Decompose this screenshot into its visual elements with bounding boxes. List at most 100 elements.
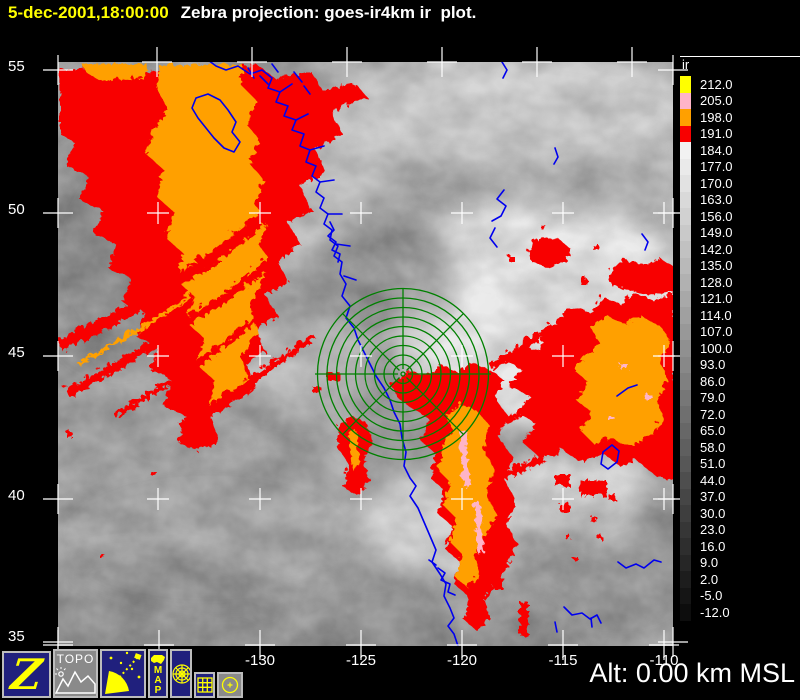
colorbar-row: 163.0 [680, 191, 800, 208]
colorbar-swatch [680, 125, 691, 142]
satellite-button[interactable] [100, 649, 146, 698]
colorbar-row: 58.0 [680, 439, 800, 456]
us-map-icon [151, 655, 165, 664]
colorbar-level-label: 72.0 [700, 406, 726, 422]
map-canvas[interactable] [43, 47, 688, 660]
colorbar-row: 72.0 [680, 406, 800, 423]
colorbar-level-label: 170.0 [700, 175, 733, 191]
colorbar-level-label: 30.0 [700, 505, 726, 521]
colorbar-swatch [680, 290, 691, 307]
radar-rings-icon [172, 664, 190, 684]
zebra-logo-icon: Z [8, 651, 45, 698]
coastline-overlay [191, 62, 662, 646]
colorbar-level-label: 65.0 [700, 423, 726, 439]
colorbar-divider [680, 56, 800, 57]
colorbar-swatch [680, 538, 691, 555]
colorbar-row: 121.0 [680, 290, 800, 307]
colorbar-level-label: 44.0 [700, 472, 726, 488]
colorbar-scale: 212.0 205.0 198.0 191.0 184.0 177.0 170.0 163.0… [680, 76, 800, 621]
colorbar-row: 93.0 [680, 356, 800, 373]
colorbar-swatch [680, 422, 691, 439]
lon-tick-label: -130 [244, 652, 276, 669]
colorbar-row: 100.0 [680, 340, 800, 357]
colorbar-swatch [680, 488, 691, 505]
grid-icon [196, 677, 213, 693]
zebra-logo-button[interactable]: Z [2, 651, 51, 698]
colorbar-level-label: -5.0 [700, 588, 723, 604]
colorbar-swatch [680, 356, 691, 373]
colorbar-level-label: 205.0 [700, 93, 733, 109]
colorbar-swatch [680, 340, 691, 357]
colorbar-row: 205.0 [680, 92, 800, 109]
colorbar-row: 51.0 [680, 455, 800, 472]
range-rings [315, 287, 491, 461]
colorbar-swatch [680, 274, 691, 291]
colorbar-row: 107.0 [680, 323, 800, 340]
lon-tick-label: -125 [345, 652, 377, 669]
colorbar-level-label: 2.0 [700, 571, 719, 587]
colorbar-swatch [680, 241, 691, 258]
station-button[interactable] [217, 672, 243, 698]
mountains-icon [55, 667, 96, 694]
colorbar-row: 135.0 [680, 257, 800, 274]
lat-tick-label: 55 [8, 58, 25, 75]
colorbar-level-label: 177.0 [700, 159, 733, 175]
colorbar-row: 156.0 [680, 208, 800, 225]
colorbar-swatch [680, 521, 691, 538]
colorbar-level-label: 58.0 [700, 439, 726, 455]
range-rings-button[interactable] [170, 649, 192, 698]
colorbar-level-label: 86.0 [700, 373, 726, 389]
colorbar-level-label: 184.0 [700, 142, 733, 158]
colorbar-row: 86.0 [680, 373, 800, 390]
colorbar-row: 184.0 [680, 142, 800, 159]
colorbar-swatch [680, 406, 691, 423]
colorbar-level-label: 107.0 [700, 324, 733, 340]
colorbar-field-label: ir [682, 57, 690, 72]
colorbar-level-label: 156.0 [700, 208, 733, 224]
timestamp-label: 5-dec-2001,18:00:00 [8, 3, 169, 22]
satellite-dish-icon [105, 651, 142, 694]
colorbar-level-label: 135.0 [700, 258, 733, 274]
colorbar-level-label: 16.0 [700, 538, 726, 554]
colorbar-level-label: 128.0 [700, 274, 733, 290]
lat-tick-label: 40 [8, 487, 25, 504]
colorbar-level-label: 191.0 [700, 126, 733, 142]
colorbar-swatch [680, 323, 691, 340]
lat-tick-label: 35 [8, 628, 25, 645]
topo-button[interactable]: TOPO [53, 649, 98, 698]
colorbar-row: 170.0 [680, 175, 800, 192]
map-button-label: MAP [153, 665, 163, 696]
graticule-marks [43, 47, 688, 660]
colorbar-swatch [680, 389, 691, 406]
colorbar-row: 198.0 [680, 109, 800, 126]
colorbar-level-label: 23.0 [700, 522, 726, 538]
colorbar-swatch [680, 158, 691, 175]
grid-button[interactable] [194, 672, 215, 698]
page-title: Zebra projection: goes-ir4km ir plot. [180, 3, 477, 22]
colorbar-swatch [680, 224, 691, 241]
lat-tick-label: 50 [8, 201, 25, 218]
map-overlay-button[interactable]: MAP [148, 649, 168, 698]
colorbar-row: -12.0 [680, 604, 800, 621]
colorbar-swatch [680, 307, 691, 324]
colorbar-swatch [680, 76, 691, 93]
colorbar-level-label: 114.0 [700, 307, 732, 323]
colorbar-row: 65.0 [680, 422, 800, 439]
colorbar-row: 2.0 [680, 571, 800, 588]
colorbar-level-label: 142.0 [700, 241, 733, 257]
colorbar-row: 79.0 [680, 389, 800, 406]
colorbar-swatch [680, 373, 691, 390]
colorbar-level-label: 100.0 [700, 340, 733, 356]
colorbar-row: 142.0 [680, 241, 800, 258]
colorbar-level-label: 163.0 [700, 192, 733, 208]
colorbar-row: 37.0 [680, 488, 800, 505]
circle-dot-icon [221, 676, 239, 694]
colorbar-swatch [680, 439, 691, 456]
lon-tick-label: -115 [548, 652, 578, 669]
colorbar-swatch [680, 571, 691, 588]
colorbar-swatch [680, 604, 691, 621]
colorbar-level-label: 93.0 [700, 357, 726, 373]
colorbar-level-label: 212.0 [700, 76, 733, 92]
colorbar-swatch [680, 92, 691, 109]
